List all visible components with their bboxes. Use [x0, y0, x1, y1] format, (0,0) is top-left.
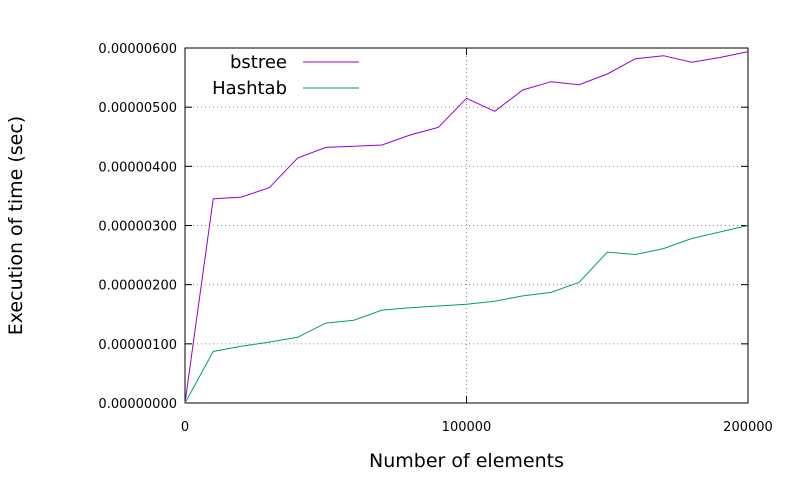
x-tick-label: 100000	[442, 420, 492, 435]
legend: bstree Hashtab	[212, 52, 359, 99]
series-line-hashtab	[184, 225, 749, 404]
y-tick-label: 0.00000300	[98, 220, 177, 235]
legend-label-hashtab: Hashtab	[212, 78, 287, 99]
y-tick-label: 0.00000400	[98, 160, 177, 175]
y-tick-label: 0.00000000	[98, 397, 177, 412]
legend-label-bstree: bstree	[230, 52, 287, 73]
y-tick-label: 0.00000200	[98, 279, 177, 294]
x-tick-label: 200000	[723, 420, 773, 435]
series-lines	[184, 51, 749, 404]
x-axis-title: Number of elements	[369, 450, 564, 472]
x-tick-label: 0	[181, 420, 189, 435]
y-tick-label: 0.00000600	[98, 42, 177, 57]
y-axis-title: Execution of time (sec)	[5, 116, 27, 335]
grid-lines	[185, 48, 748, 403]
axis-ticks: 0.00000000 0.00000100 0.00000200 0.00000300…	[98, 42, 772, 435]
y-tick-label: 0.00000500	[98, 101, 177, 116]
series-line-bstree	[184, 51, 749, 404]
y-tick-label: 0.00000100	[98, 338, 177, 353]
